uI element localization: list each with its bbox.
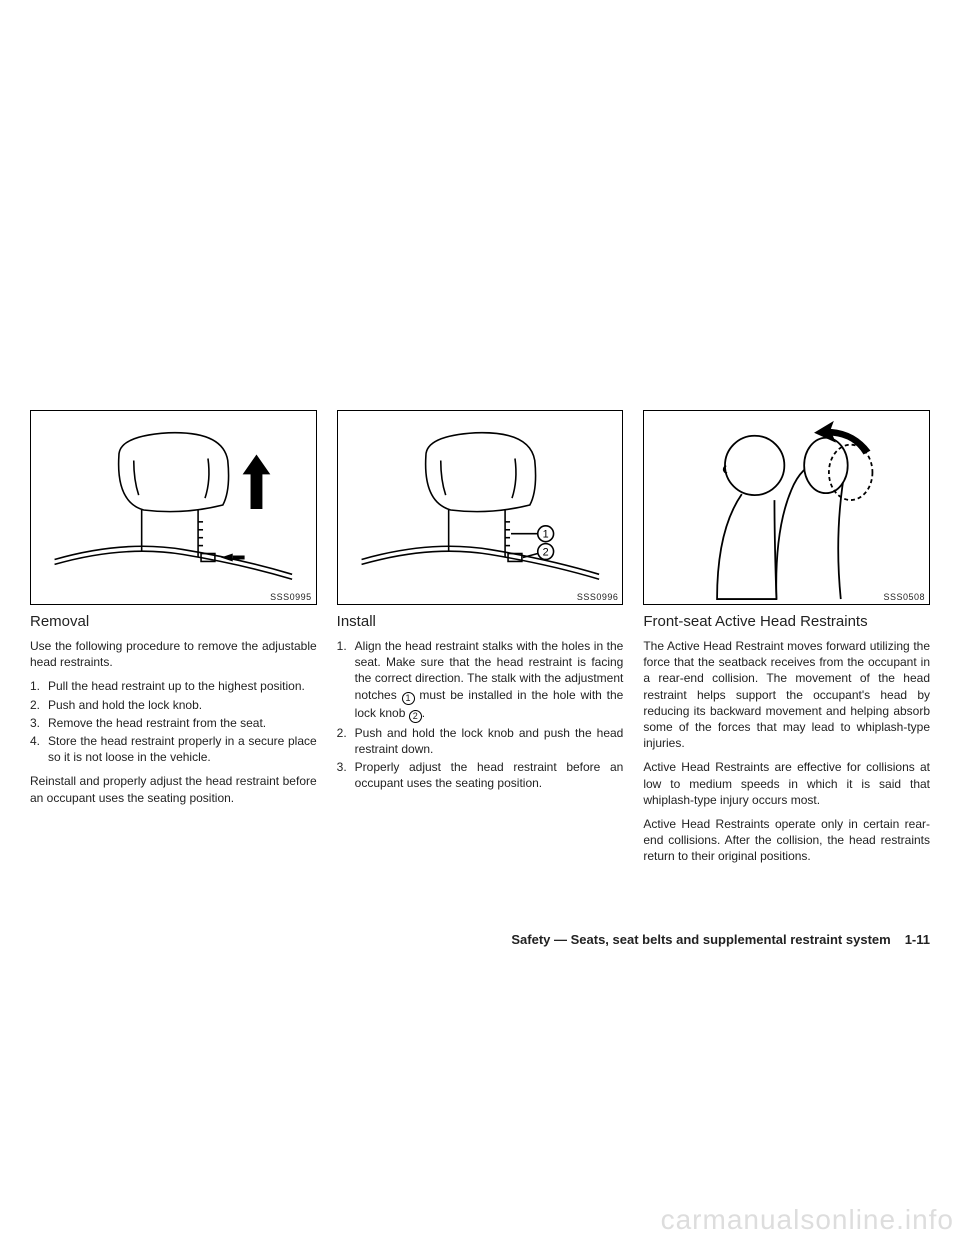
svg-text:2: 2	[542, 547, 548, 559]
removal-outro: Reinstall and properly adjust the head r…	[30, 773, 317, 805]
install-step1: Align the head restraint stalks with the…	[355, 638, 624, 723]
list-item: 3.Remove the head restraint from the sea…	[30, 715, 317, 731]
columns: SSS0995 Removal Use the following proced…	[30, 410, 930, 872]
section-title-removal: Removal	[30, 613, 317, 630]
active-p3: Active Head Restraints operate only in c…	[643, 816, 930, 865]
svg-text:1: 1	[542, 529, 548, 541]
manual-page: SSS0995 Removal Use the following proced…	[0, 0, 960, 1242]
footer-section: Safety — Seats, seat belts and supplemen…	[511, 932, 890, 947]
headrest-removal-icon	[31, 411, 316, 604]
install-steps: 1. Align the head restraint stalks with …	[337, 638, 624, 791]
removal-intro: Use the following procedure to remove th…	[30, 638, 317, 670]
watermark: carmanualsonline.info	[661, 1204, 954, 1236]
list-item: 3.Properly adjust the head restraint bef…	[337, 759, 624, 791]
list-item: 4.Store the head restraint properly in a…	[30, 733, 317, 765]
list-item: 2.Push and hold the lock knob.	[30, 697, 317, 713]
page-footer: Safety — Seats, seat belts and supplemen…	[511, 932, 930, 947]
figure-id: SSS0508	[883, 592, 925, 602]
column-removal: SSS0995 Removal Use the following proced…	[30, 410, 317, 872]
footer-page-number: 1-11	[905, 932, 930, 947]
headrest-install-icon: 1 2	[338, 411, 623, 604]
active-headrest-icon	[644, 411, 929, 604]
section-title-active: Front-seat Active Head Restraints	[643, 613, 930, 630]
active-p1: The Active Head Restraint moves forward …	[643, 638, 930, 751]
section-title-install: Install	[337, 613, 624, 630]
list-item: 1.Pull the head restraint up to the high…	[30, 678, 317, 694]
figure-id: SSS0996	[577, 592, 619, 602]
column-install: 1 2 SSS0996 Install 1. Align the head re…	[337, 410, 624, 872]
callout-1-icon: 1	[402, 692, 415, 705]
figure-id: SSS0995	[270, 592, 312, 602]
list-item: 1. Align the head restraint stalks with …	[337, 638, 624, 723]
list-item: 2.Push and hold the lock knob and push t…	[337, 725, 624, 757]
figure-active-headrest: SSS0508	[643, 410, 930, 605]
callout-2-icon: 2	[409, 710, 422, 723]
active-p2: Active Head Restraints are effective for…	[643, 759, 930, 808]
figure-removal: SSS0995	[30, 410, 317, 605]
figure-install: 1 2 SSS0996	[337, 410, 624, 605]
column-active-headrest: SSS0508 Front-seat Active Head Restraint…	[643, 410, 930, 872]
removal-steps: 1.Pull the head restraint up to the high…	[30, 678, 317, 765]
